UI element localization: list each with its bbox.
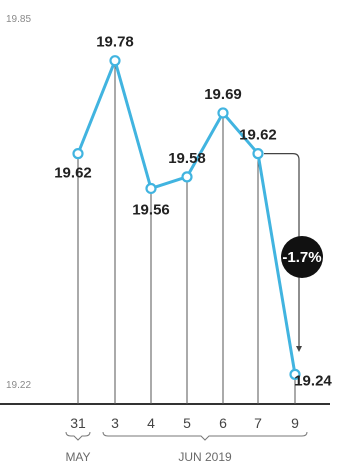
data-label-5: 19.62 <box>239 127 277 144</box>
data-point-4 <box>217 107 229 119</box>
data-point-6 <box>289 368 301 380</box>
x-group-label-1: JUN 2019 <box>178 450 232 464</box>
change-badge-label: -1.7% <box>282 249 321 266</box>
x-tick-0: 31 <box>70 415 86 431</box>
data-point-5 <box>252 148 264 160</box>
data-label-2: 19.56 <box>132 201 170 218</box>
x-group-label-0: MAY <box>65 450 90 464</box>
x-groups: MAY JUN 2019 <box>65 431 308 464</box>
x-group-brace-1 <box>102 431 308 441</box>
data-label-1: 19.78 <box>96 34 134 51</box>
data-label-6: 19.24 <box>294 372 332 389</box>
data-label-3: 19.58 <box>168 150 206 167</box>
x-tick-3: 5 <box>183 415 191 431</box>
data-labels: 19.62 19.78 19.56 19.58 19.69 19.62 19.24 <box>54 34 332 390</box>
x-group-brace-0 <box>65 431 91 441</box>
y-tick-top: 19.85 <box>6 14 31 25</box>
x-tick-5: 7 <box>254 415 262 431</box>
bracket-line <box>264 153 300 350</box>
bracket-arrowhead <box>296 346 302 352</box>
x-tick-1: 3 <box>111 415 119 431</box>
data-label-0: 19.62 <box>54 165 92 182</box>
x-tick-2: 4 <box>147 415 155 431</box>
data-point-0 <box>72 148 84 160</box>
x-tick-6: 9 <box>291 415 299 431</box>
data-point-2 <box>145 182 157 195</box>
drop-lines <box>77 60 296 404</box>
data-label-4: 19.69 <box>204 86 242 103</box>
y-tick-bottom: 19.22 <box>6 380 31 391</box>
change-bracket <box>264 153 302 352</box>
x-tick-4: 6 <box>219 415 227 431</box>
data-point-3 <box>181 171 193 183</box>
data-point-1 <box>109 55 121 67</box>
data-points <box>72 55 301 380</box>
change-badge-circle <box>281 236 323 278</box>
change-badge: -1.7% <box>281 236 323 278</box>
x-ticks: 31 3 4 5 6 7 9 <box>70 415 299 431</box>
